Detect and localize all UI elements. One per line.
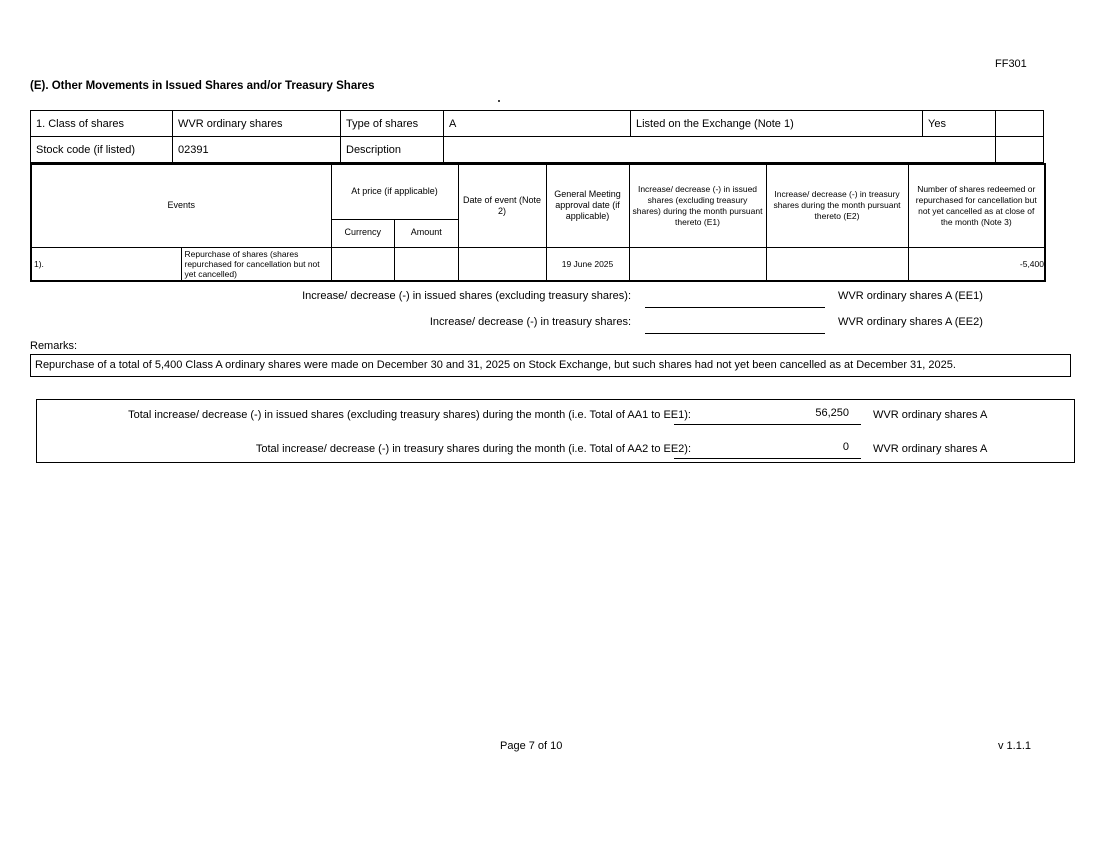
ee2-label: Increase/ decrease (-) in treasury share… — [429, 316, 631, 328]
total-treasury-label: Total increase/ decrease (-) in treasury… — [255, 443, 691, 455]
note3-header: Number of shares redeemed or repurchased… — [907, 163, 1046, 248]
amount-cell — [394, 246, 459, 282]
stock-code-value: 02391 — [172, 136, 341, 163]
date-of-event-header: Date of event (Note 2) — [457, 163, 547, 248]
empty-cell — [995, 110, 1044, 137]
e2-header: Increase/ decrease (-) in treasury share… — [765, 163, 909, 248]
form-code: FF301 — [995, 58, 1027, 70]
remarks-label: Remarks: — [30, 340, 78, 352]
listed-on-exchange-value: Yes — [922, 110, 996, 137]
ee2-unit: WVR ordinary shares A (EE2) — [838, 316, 983, 328]
ee1-value-line — [645, 292, 825, 308]
total-issued-value: 56,250 — [674, 407, 861, 425]
currency-header: Currency — [330, 218, 395, 248]
description-value — [443, 136, 996, 163]
remarks-text: Repurchase of a total of 5,400 Class A o… — [35, 359, 956, 371]
total-treasury-value: 0 — [674, 441, 861, 459]
movements-header-row-1: Events At price (if applicable) Date of … — [30, 163, 1046, 248]
totals-box: Total increase/ decrease (-) in issued s… — [36, 399, 1075, 463]
currency-cell — [330, 246, 395, 282]
stock-code-label: Stock code (if listed) — [30, 136, 173, 163]
gm-approval-date-cell: 19 June 2025 — [545, 246, 630, 282]
gm-approval-date-header: General Meeting approval date (if applic… — [545, 163, 630, 248]
movements-table: Events At price (if applicable) Date of … — [30, 163, 1046, 283]
amount-header: Amount — [394, 218, 459, 248]
e1-cell — [628, 246, 767, 282]
ee2-value-line — [645, 318, 825, 334]
at-price-header: At price (if applicable) — [330, 163, 459, 220]
ee1-unit: WVR ordinary shares A (EE1) — [838, 290, 983, 302]
event-description: Repurchase of shares (shares repurchased… — [180, 246, 332, 282]
share-class-table: 1. Class of shares WVR ordinary shares T… — [30, 110, 1044, 163]
stray-mark — [498, 100, 500, 102]
description-label: Description — [340, 136, 444, 163]
row-index: 1). — [30, 246, 182, 282]
type-of-shares-label: Type of shares — [340, 110, 444, 137]
e1-header: Increase/ decrease (-) in issued shares … — [628, 163, 767, 248]
stock-code-row: Stock code (if listed) 02391 Description — [30, 136, 1044, 163]
total-issued-unit: WVR ordinary shares A — [873, 409, 988, 421]
listed-on-exchange-label: Listed on the Exchange (Note 1) — [630, 110, 923, 137]
empty-cell — [995, 136, 1044, 163]
share-class-row: 1. Class of shares WVR ordinary shares T… — [30, 110, 1044, 137]
ee1-label: Increase/ decrease (-) in issued shares … — [302, 290, 631, 302]
date-of-event-cell — [457, 246, 547, 282]
e2-cell — [765, 246, 909, 282]
remarks-box: Repurchase of a total of 5,400 Class A o… — [30, 354, 1071, 377]
total-treasury-unit: WVR ordinary shares A — [873, 443, 988, 455]
footer-version: v 1.1.1 — [998, 740, 1032, 752]
class-of-shares-value: WVR ordinary shares — [172, 110, 341, 137]
class-of-shares-label: 1. Class of shares — [30, 110, 173, 137]
total-issued-label: Total increase/ decrease (-) in issued s… — [128, 409, 691, 421]
section-title: (E). Other Movements in Issued Shares an… — [30, 80, 375, 92]
footer-page-info: Page 7 of 10 — [500, 740, 563, 752]
type-of-shares-value: A — [443, 110, 631, 137]
movements-data-row: 1). Repurchase of shares (shares repurch… — [30, 246, 1046, 282]
note3-cell: -5,400 — [907, 246, 1046, 282]
events-header: Events — [30, 163, 332, 248]
